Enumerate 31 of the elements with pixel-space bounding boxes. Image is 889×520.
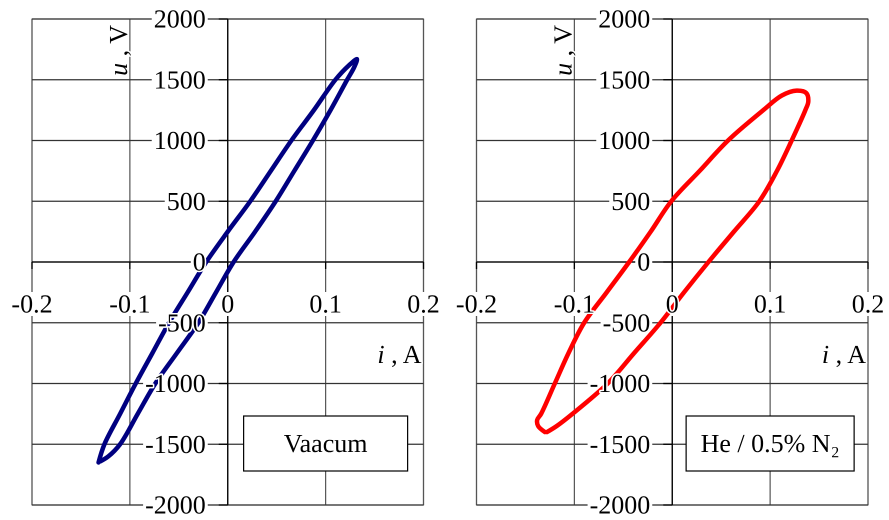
x-tick-label: 0.1: [754, 290, 786, 318]
x-tick-label: 0.1: [309, 290, 342, 318]
y-tick-label: -1500: [145, 430, 206, 459]
y-tick-label: -2000: [145, 490, 206, 520]
y-tick-label: 1500: [598, 65, 650, 94]
y-tick-label: 2000: [598, 4, 650, 34]
line-series: [534, 88, 811, 434]
y-tick-label: 0: [192, 248, 206, 276]
x-tick-label: 0.2: [407, 290, 440, 318]
y-tick-label: 1000: [598, 126, 650, 155]
x-tick-label: 0.2: [852, 290, 884, 318]
y-tick-label: 500: [611, 186, 650, 216]
x-tick-label: -0.2: [11, 290, 53, 318]
x-tick-label: -0.2: [456, 290, 498, 318]
y-axis-title: u , V: [548, 24, 577, 76]
y-tick-label: -500: [602, 308, 650, 338]
x-axis-title: i , A: [822, 340, 866, 369]
y-tick-label: -1500: [590, 430, 650, 459]
y-axis-title: u , V: [104, 24, 132, 76]
annotation: He / 0.5% N₂: [700, 428, 840, 458]
y-tick-label: 500: [166, 186, 206, 216]
x-tick-label: 0: [221, 290, 234, 318]
x-tick-label: -0.1: [109, 290, 150, 318]
y-tick-label: -2000: [590, 490, 650, 520]
y-tick-label: 1000: [154, 126, 206, 155]
x-tick-label: -0.1: [554, 290, 595, 318]
y-tick-label: 1500: [154, 65, 206, 94]
x-axis-title: i , A: [377, 340, 422, 369]
y-tick-label: 2000: [154, 4, 206, 34]
annotation: Vaacum: [284, 428, 368, 458]
y-tick-label: 0: [637, 248, 650, 276]
